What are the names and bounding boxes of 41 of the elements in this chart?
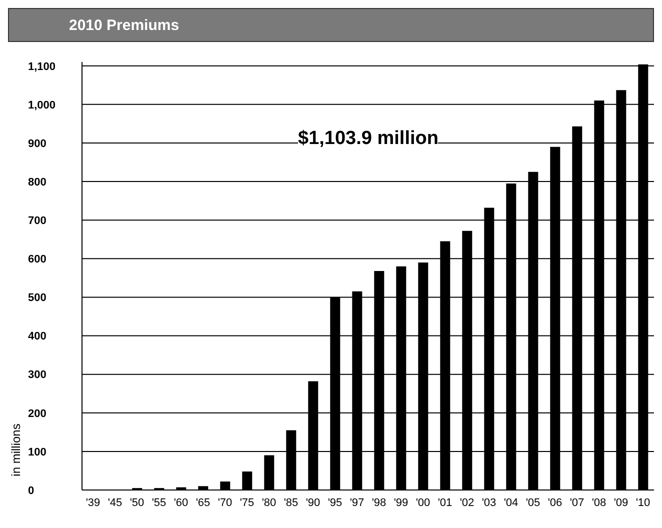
- chart-title: 2010 Premiums: [8, 8, 654, 42]
- x-tick-label: '02: [460, 496, 474, 509]
- x-tick-label: '98: [372, 496, 386, 509]
- y-tick-label: 400: [28, 330, 46, 343]
- annotation: $1,103.9 million: [298, 128, 438, 150]
- y-tick-label: 300: [28, 369, 46, 382]
- x-tick-label: '10: [636, 496, 650, 509]
- x-tick-label: '00: [416, 496, 430, 509]
- x-tick-label: '99: [394, 496, 408, 509]
- x-tick-label: '06: [548, 496, 562, 509]
- x-tick-label: '90: [306, 496, 320, 509]
- x-tick-label: '97: [350, 496, 364, 509]
- x-tick-label: '60: [174, 496, 188, 509]
- x-tick-label: '70: [218, 496, 232, 509]
- x-tick-label: '07: [570, 496, 584, 509]
- y-tick-label: 100: [28, 446, 46, 458]
- y-tick-label: 0: [28, 484, 34, 497]
- x-tick-label: '50: [130, 496, 144, 509]
- y-tick-label: 500: [28, 292, 46, 304]
- x-tick-label: '55: [152, 496, 166, 509]
- x-tick-label: '65: [196, 496, 210, 509]
- x-tick-label: '04: [504, 496, 518, 509]
- y-tick-label: 700: [28, 214, 46, 227]
- x-tick-label: '08: [592, 496, 606, 509]
- x-tick-label: '80: [262, 496, 276, 509]
- y-tick-label: 600: [28, 254, 46, 266]
- x-tick-label: '85: [284, 496, 298, 509]
- x-tick-label: '09: [614, 496, 628, 509]
- y-axis-title: in millions: [9, 424, 23, 476]
- x-tick-label: '39: [86, 496, 100, 509]
- y-tick-label: 1,000: [28, 99, 56, 112]
- x-tick-label: '75: [240, 496, 254, 509]
- y-tick-label: 900: [28, 138, 46, 150]
- x-tick-label: '95: [328, 496, 342, 509]
- x-tick-label: '01: [438, 496, 452, 509]
- x-tick-label: '45: [108, 496, 122, 509]
- x-tick-label: '03: [482, 496, 496, 509]
- y-tick-label: 200: [28, 408, 46, 420]
- y-tick-label: 800: [28, 176, 46, 188]
- y-tick-label: 1,100: [28, 60, 56, 73]
- x-tick-label: '05: [526, 496, 540, 509]
